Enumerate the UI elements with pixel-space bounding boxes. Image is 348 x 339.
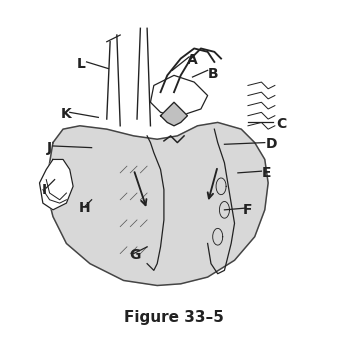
Text: B: B (207, 67, 218, 81)
Polygon shape (150, 75, 208, 116)
Text: D: D (266, 137, 277, 151)
Text: A: A (187, 53, 198, 67)
Polygon shape (137, 28, 150, 126)
Text: G: G (130, 248, 141, 262)
Text: K: K (61, 107, 72, 121)
Text: F: F (243, 203, 253, 217)
Text: J: J (47, 141, 52, 155)
Polygon shape (160, 102, 188, 126)
Text: C: C (276, 117, 287, 131)
Text: Figure 33–5: Figure 33–5 (124, 310, 224, 325)
Text: L: L (77, 57, 86, 71)
Text: I: I (42, 183, 47, 197)
Polygon shape (40, 159, 73, 210)
Polygon shape (107, 35, 120, 126)
Text: E: E (262, 166, 271, 180)
Polygon shape (46, 122, 268, 285)
Text: H: H (79, 201, 91, 215)
